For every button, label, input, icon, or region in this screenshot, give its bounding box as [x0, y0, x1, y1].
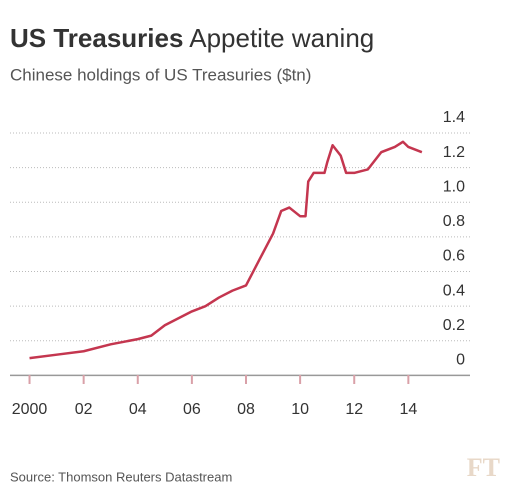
y-tick-label: 0: [456, 352, 465, 369]
x-tick-label: 04: [129, 401, 147, 418]
x-tick-label: 02: [75, 401, 93, 418]
title-extra: Appetite waning: [189, 23, 374, 53]
y-tick-label: 0.6: [443, 248, 465, 265]
y-tick-label: 0.8: [443, 213, 465, 230]
x-tick-label: 2000: [12, 401, 48, 418]
y-tick-label: 1.4: [443, 109, 465, 126]
data-line: [29, 140, 423, 360]
x-tick-label: 06: [183, 401, 201, 418]
logo: FT: [467, 453, 500, 482]
y-tick-label: 0.4: [443, 282, 465, 299]
chart-title: US Treasuries Appetite waning: [10, 23, 374, 53]
y-tick-label: 1.0: [443, 178, 465, 195]
y-tick-label: 1.2: [443, 144, 465, 161]
source: Source: Thomson Reuters Datastream: [10, 469, 232, 484]
x-tick-label: 14: [399, 401, 417, 418]
y-tick-label: 0.2: [443, 317, 465, 334]
x-tick-label: 08: [237, 401, 255, 418]
subtitle: Chinese holdings of US Treasuries ($tn): [10, 65, 311, 84]
x-tick-label: 12: [345, 401, 363, 418]
title-bold: US Treasuries: [10, 23, 183, 53]
x-tick-label: 10: [291, 401, 309, 418]
